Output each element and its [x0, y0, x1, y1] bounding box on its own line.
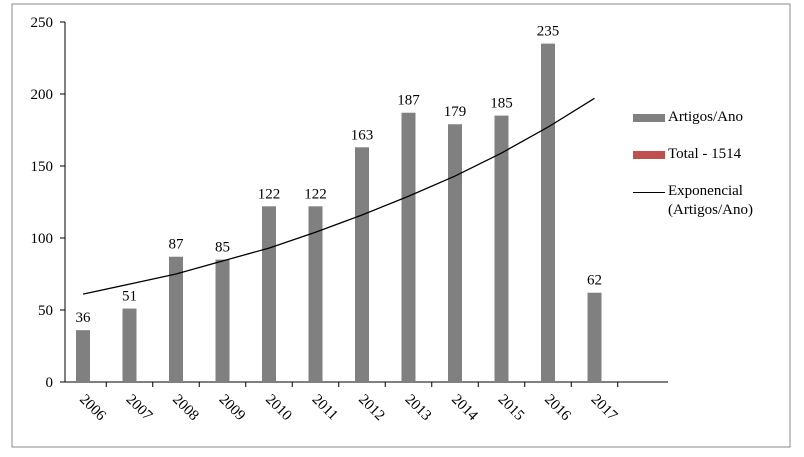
legend-swatch [633, 192, 665, 193]
bar [122, 308, 137, 382]
data-label: 51 [122, 289, 137, 305]
data-label: 87 [169, 237, 185, 253]
data-label: 85 [215, 240, 230, 256]
x-tick-label: 2010 [262, 392, 295, 425]
bar [448, 124, 462, 383]
data-label: 179 [444, 104, 467, 120]
x-tick-label: 2011 [309, 392, 341, 424]
y-tick-label: 150 [31, 159, 54, 175]
data-label: 62 [587, 273, 602, 289]
legend-label: Exponencial (Artigos/Ano) [668, 183, 753, 218]
x-tick-label: 2015 [495, 392, 528, 425]
data-label: 235 [537, 24, 560, 40]
bar [587, 292, 602, 382]
data-label: 163 [351, 127, 374, 143]
x-tick-label: 2016 [541, 392, 574, 425]
data-label: 122 [304, 186, 327, 202]
y-tick-label: 100 [31, 231, 54, 247]
legend-label: Total - 1514 [668, 146, 742, 162]
data-label: 36 [76, 310, 92, 326]
y-tick-label: 50 [38, 303, 53, 319]
legend-swatch [633, 151, 665, 159]
legend-item: Artigos/Ano [633, 108, 783, 127]
x-tick-label: 2008 [169, 392, 202, 425]
bar [169, 256, 183, 382]
y-tick-label: 200 [31, 87, 54, 103]
bar [215, 259, 230, 382]
x-tick-label: 2014 [448, 392, 481, 425]
legend-swatch [633, 114, 665, 122]
x-tick-label: 2012 [355, 392, 388, 425]
bar [262, 206, 276, 382]
bar [76, 330, 90, 382]
bar [401, 112, 416, 382]
y-tick-label: 250 [31, 15, 54, 31]
bar [355, 147, 369, 382]
y-tick-label: 0 [46, 375, 54, 391]
legend-label: Artigos/Ano [668, 109, 743, 125]
data-label: 122 [258, 186, 281, 202]
data-label: 185 [490, 96, 513, 112]
x-tick-label: 2009 [216, 392, 249, 425]
x-tick-label: 2006 [76, 392, 109, 425]
bar [494, 115, 509, 382]
legend-item: Total - 1514 [633, 145, 783, 164]
legend-item: Exponencial (Artigos/Ano) [633, 182, 783, 220]
x-tick-label: 2007 [123, 392, 156, 425]
x-tick-label: 2013 [402, 392, 435, 425]
frame [11, 3, 791, 448]
bar [308, 206, 323, 382]
trend-line [82, 97, 595, 295]
bar [541, 43, 555, 382]
legend: Artigos/Ano Total - 1514 Exponencial (Arti… [633, 108, 783, 238]
data-label: 187 [397, 93, 420, 109]
x-tick-label: 2017 [588, 392, 621, 425]
